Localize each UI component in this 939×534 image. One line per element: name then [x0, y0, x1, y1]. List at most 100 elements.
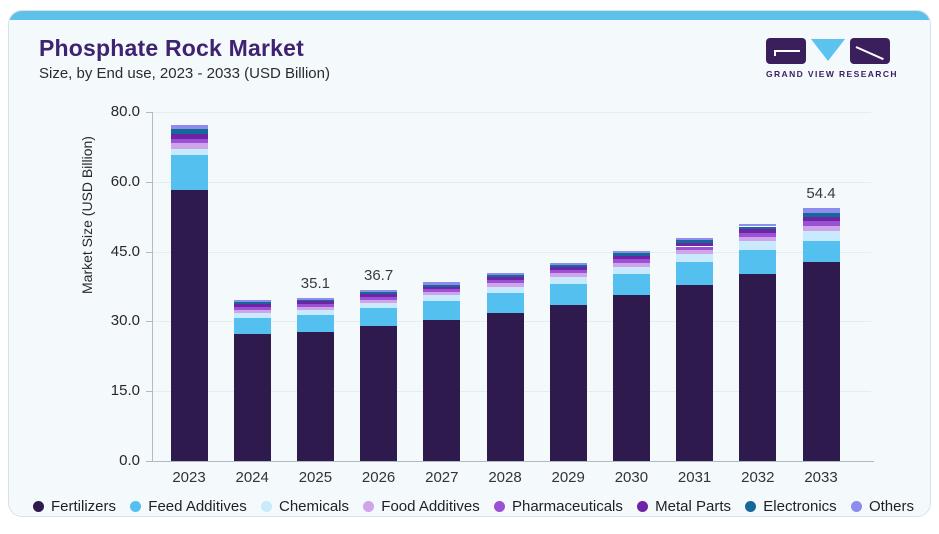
- legend-dot-icon: [363, 500, 375, 512]
- bar-segment-electronics-2031: [676, 240, 714, 243]
- chart-subtitle: Size, by End use, 2023 - 2033 (USD Billi…: [39, 65, 330, 82]
- bar-segment-others-2028: [486, 273, 524, 276]
- y-axis-line: [152, 112, 153, 462]
- bar-segment-metal-parts-2025: [296, 301, 334, 305]
- bar-segment-chemicals-2030: [612, 266, 650, 274]
- bar-segment-feed-additives-2026: [360, 308, 398, 327]
- x-tick-label-2027: 2027: [425, 469, 459, 486]
- bar-segment-electronics-2027: [423, 284, 461, 287]
- x-tick-label-2029: 2029: [551, 469, 585, 486]
- x-tick-label-2025: 2025: [298, 469, 333, 486]
- bar-segment-chemicals-2031: [676, 254, 714, 263]
- bar-segment-feed-additives-2031: [676, 262, 714, 286]
- bar-segment-others-2033: [802, 207, 840, 213]
- bar-segment-food-additives-2032: [739, 236, 777, 242]
- y-tick-mark-30: [146, 321, 152, 323]
- legend-dot-icon: [637, 500, 649, 512]
- legend-item-food-additives: Food Additives: [363, 498, 480, 515]
- bar-segment-pharmaceuticals-2031: [676, 246, 714, 251]
- bar-segment-pharmaceuticals-2033: [802, 221, 840, 227]
- bar-segment-feed-additives-2024: [233, 317, 271, 335]
- bar-segment-fertilizers-2027: [423, 320, 461, 461]
- bar-segment-food-additives-2028: [486, 283, 524, 287]
- bar-value-label-2026: 36.7: [363, 267, 394, 285]
- bar-segment-fertilizers-2030: [612, 295, 650, 461]
- bar-value-label-2033: 54.4: [806, 184, 836, 202]
- bar-segment-food-additives-2029: [549, 273, 587, 278]
- bar-segment-metal-parts-2032: [739, 228, 777, 233]
- legend-dot-icon: [260, 500, 272, 512]
- bar-segment-fertilizers-2024: [233, 334, 271, 461]
- legend-dot-icon: [130, 500, 142, 512]
- bar-segment-fertilizers-2032: [739, 273, 777, 461]
- bar-segment-fertilizers-2023: [170, 189, 208, 461]
- bar-segment-food-additives-2033: [802, 226, 840, 232]
- bar-segment-others-2025: [296, 297, 334, 300]
- legend-label: Chemicals: [278, 497, 350, 515]
- legend-item-others: Others: [850, 498, 914, 515]
- bar-segment-pharmaceuticals-2032: [739, 232, 777, 237]
- legend-dot-icon: [850, 500, 862, 512]
- x-tick-label-2033: 2033: [804, 469, 838, 486]
- y-tick-mark-60: [146, 181, 152, 183]
- bar-segment-pharmaceuticals-2023: [170, 138, 208, 144]
- bar-segment-electronics-2028: [486, 275, 524, 278]
- bar-segment-feed-additives-2028: [486, 293, 524, 313]
- bar-segment-pharmaceuticals-2028: [486, 280, 524, 284]
- bar-segment-food-additives-2031: [676, 250, 714, 255]
- card-top-accent-strip: [9, 11, 930, 20]
- bar-segment-fertilizers-2025: [296, 332, 334, 461]
- bar-segment-fertilizers-2031: [676, 285, 714, 461]
- bar-segment-others-2024: [233, 300, 271, 303]
- bar-segment-metal-parts-2026: [360, 293, 398, 297]
- y-tick-mark-15: [146, 391, 152, 393]
- x-tick-label-2031: 2031: [677, 469, 712, 486]
- bar-segment-fertilizers-2029: [549, 304, 587, 461]
- bar-segment-others-2026: [360, 290, 398, 293]
- legend-dot-icon: [493, 500, 505, 512]
- bar-segment-chemicals-2025: [296, 309, 334, 315]
- plot-area: 2023 2024 2025 35.1 2026 36.7 2027 2028 2029 2030…: [153, 112, 871, 486]
- logo-g-block-icon: [766, 38, 806, 64]
- x-tick-label-2026: 2026: [361, 469, 396, 486]
- bar-segment-pharmaceuticals-2029: [549, 270, 587, 274]
- bar-segment-others-2030: [612, 251, 650, 254]
- bar-segment-metal-parts-2028: [486, 277, 524, 280]
- legend-item-metal-parts: Metal Parts: [637, 498, 731, 515]
- y-tick-label-80: 80.0: [110, 103, 140, 120]
- bar-segment-electronics-2023: [170, 129, 208, 134]
- legend-label: Metal Parts: [655, 497, 732, 515]
- bar-segment-chemicals-2028: [486, 286, 524, 294]
- bar-segment-feed-additives-2030: [612, 273, 650, 296]
- bar-segment-chemicals-2024: [233, 312, 271, 318]
- bar-segment-chemicals-2032: [739, 241, 777, 250]
- chart-legend: Fertilizers Feed Additives Chemicals Food A…: [33, 493, 914, 516]
- bar-segment-electronics-2030: [612, 253, 650, 256]
- x-tick-label-2030: 2030: [614, 469, 649, 486]
- legend-label: Feed Additives: [148, 497, 247, 515]
- bar-segment-metal-parts-2033: [802, 216, 840, 222]
- bar-segment-pharmaceuticals-2026: [360, 296, 398, 300]
- bar-segment-electronics-2032: [739, 226, 777, 229]
- bar-segment-feed-additives-2032: [739, 249, 777, 274]
- bar-segment-food-additives-2027: [423, 292, 461, 296]
- legend-item-fertilizers: Fertilizers: [33, 498, 116, 515]
- bar-segment-fertilizers-2028: [486, 312, 524, 461]
- bar-segment-food-additives-2026: [360, 299, 398, 303]
- bar-segment-pharmaceuticals-2024: [233, 307, 271, 310]
- bar-segment-others-2031: [676, 238, 714, 241]
- logo-v-triangle-icon: [811, 39, 845, 61]
- gridline-80: [153, 112, 871, 113]
- bar-segment-food-additives-2030: [612, 262, 650, 267]
- legend-label: Electronics: [763, 497, 837, 515]
- bar-segment-chemicals-2023: [170, 149, 208, 155]
- legend-item-electronics: Electronics: [745, 497, 837, 515]
- logo-glyphs: [766, 37, 894, 65]
- bar-segment-pharmaceuticals-2030: [612, 259, 650, 263]
- bar-segment-pharmaceuticals-2027: [423, 289, 461, 293]
- gridline-60: [153, 181, 871, 183]
- chart-card: Phosphate Rock Market Size, by End use, …: [8, 10, 931, 517]
- bar-segment-feed-additives-2033: [802, 240, 840, 262]
- logo-r-block-icon: [850, 38, 890, 64]
